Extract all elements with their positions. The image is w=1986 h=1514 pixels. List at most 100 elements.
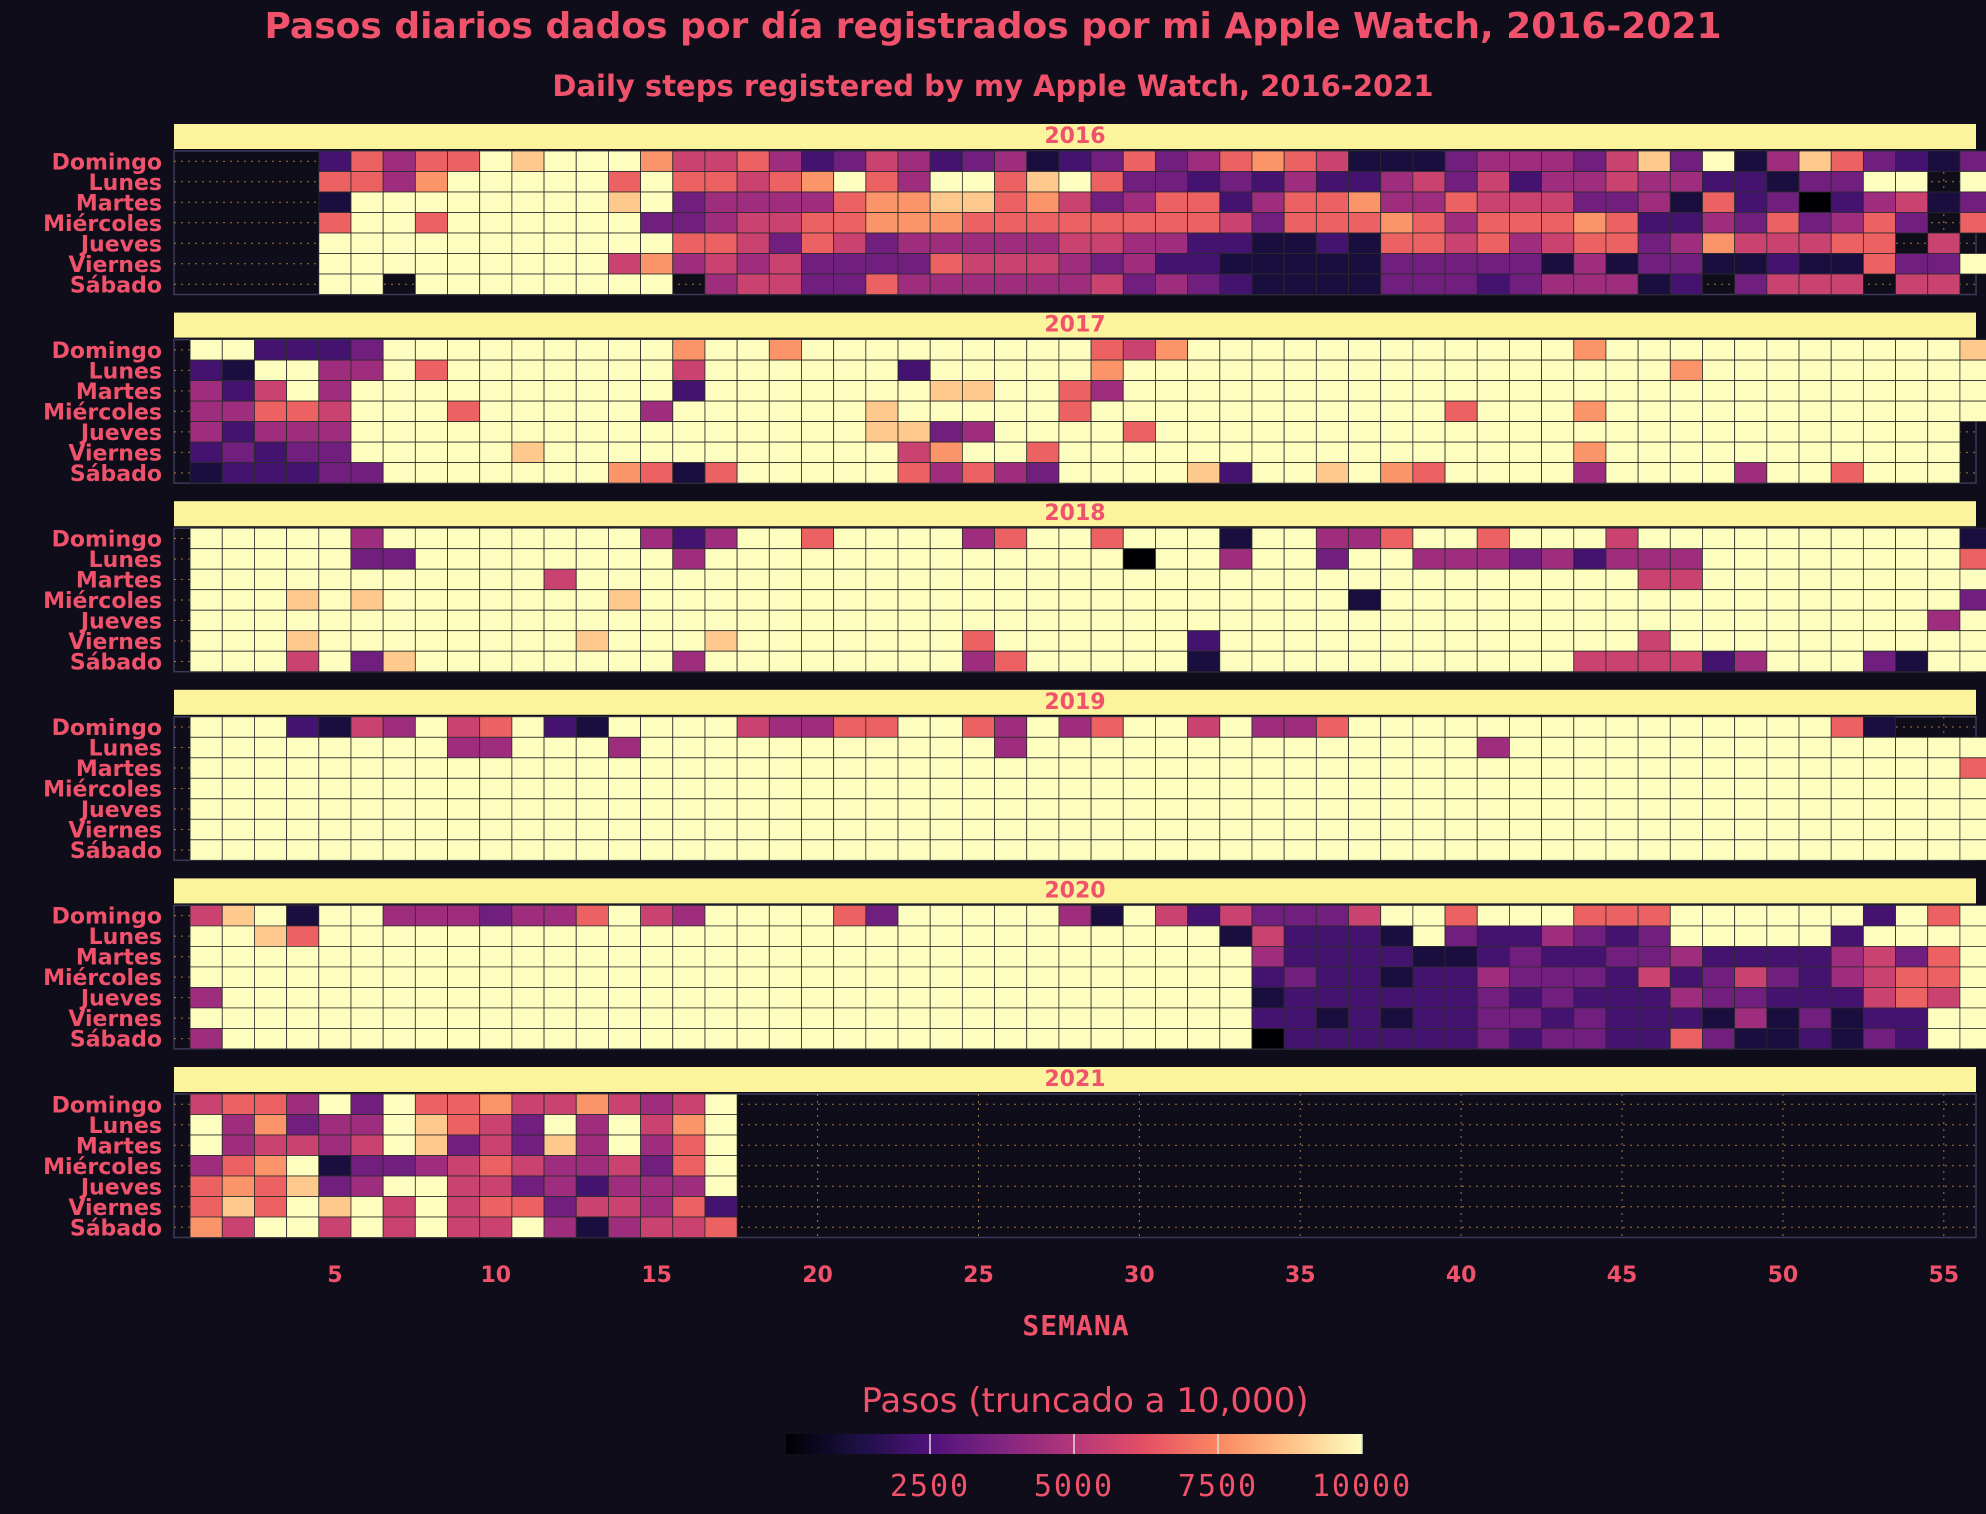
heatmap-cell xyxy=(1315,462,1349,484)
heatmap-cell xyxy=(221,1134,255,1156)
heatmap-cell xyxy=(1380,441,1414,464)
heatmap-cell xyxy=(1187,589,1221,611)
heatmap-cell xyxy=(672,798,706,820)
heatmap-cell xyxy=(672,630,706,652)
heatmap-cell xyxy=(511,966,545,988)
heatmap-cell xyxy=(704,925,738,947)
heatmap-cell xyxy=(350,818,384,841)
heatmap-cell xyxy=(286,987,320,1009)
heatmap-cell xyxy=(865,421,899,443)
heatmap-cell xyxy=(1348,757,1382,779)
heatmap-cell xyxy=(1541,548,1575,570)
heatmap-cell xyxy=(1798,966,1832,988)
heatmap-cell xyxy=(865,150,899,172)
heatmap-cell xyxy=(1251,650,1285,673)
heatmap-cell xyxy=(1702,1028,1736,1050)
heatmap-cell xyxy=(1219,462,1253,484)
heatmap-cell xyxy=(1541,253,1575,275)
heatmap-cell xyxy=(608,1216,641,1238)
heatmap-cell xyxy=(1187,798,1221,820)
heatmap-cell xyxy=(511,946,545,968)
heatmap-cell xyxy=(1251,736,1285,759)
heatmap-cell xyxy=(1637,1028,1671,1050)
heatmap-cell xyxy=(543,273,577,295)
heatmap-cell xyxy=(447,1216,481,1238)
heatmap-cell xyxy=(1155,757,1189,779)
heatmap-cell xyxy=(929,1007,963,1029)
heatmap-cell xyxy=(1734,905,1768,927)
day-label: Martes xyxy=(76,946,162,971)
heatmap-cell xyxy=(929,421,963,443)
heatmap-cell xyxy=(254,1007,288,1029)
heatmap-cell xyxy=(1026,273,1060,295)
heatmap-cell xyxy=(1830,1028,1864,1050)
heatmap-cell xyxy=(221,609,255,632)
heatmap-cell xyxy=(865,212,899,234)
heatmap-cell xyxy=(1058,1007,1092,1029)
heatmap-cell xyxy=(1862,589,1896,611)
heatmap-cell xyxy=(1187,400,1221,423)
heatmap-cell xyxy=(929,462,963,484)
heatmap-cell xyxy=(608,253,641,275)
heatmap-cell xyxy=(1155,232,1189,254)
heatmap-cell xyxy=(1187,925,1221,947)
heatmap-cell xyxy=(1380,421,1414,443)
heatmap-cell xyxy=(640,339,674,361)
heatmap-cell xyxy=(640,568,674,591)
heatmap-cell xyxy=(1637,380,1671,402)
heatmap-cell xyxy=(1219,1028,1253,1050)
heatmap-cell xyxy=(575,548,609,570)
heatmap-cell xyxy=(640,400,674,423)
heatmap-cell xyxy=(768,339,802,361)
heatmap-cell xyxy=(608,150,641,172)
heatmap-cell xyxy=(1509,736,1542,759)
heatmap-cell xyxy=(575,736,609,759)
heatmap-cell xyxy=(1669,905,1703,927)
heatmap-cell xyxy=(768,212,802,234)
heatmap-cell xyxy=(1573,925,1607,947)
heatmap-cell xyxy=(1927,441,1961,464)
heatmap-cell xyxy=(1444,818,1478,841)
heatmap-cell xyxy=(511,380,545,402)
heatmap-cell xyxy=(350,232,384,254)
heatmap-cell xyxy=(575,650,609,673)
heatmap-cell xyxy=(736,757,770,779)
heatmap-cell xyxy=(1669,441,1703,464)
heatmap-cell xyxy=(1476,777,1510,800)
heatmap-cell xyxy=(286,798,320,820)
heatmap-cell xyxy=(865,609,899,632)
heatmap-cell xyxy=(768,568,802,591)
heatmap-cell xyxy=(479,150,513,172)
heatmap-cell xyxy=(1187,946,1221,968)
heatmap-cell xyxy=(929,757,963,779)
heatmap-cell xyxy=(672,1155,706,1177)
heatmap-cell xyxy=(1541,589,1575,611)
heatmap-cell xyxy=(608,568,641,591)
heatmap-cell xyxy=(511,925,545,947)
heatmap-cell xyxy=(1444,400,1478,423)
heatmap-cell xyxy=(1605,757,1639,779)
heatmap-cell xyxy=(736,359,770,382)
heatmap-cell xyxy=(1026,462,1060,484)
heatmap-cell xyxy=(1798,441,1832,464)
heatmap-cell xyxy=(1637,441,1671,464)
heatmap-cell xyxy=(1766,987,1800,1009)
heatmap-cell xyxy=(1412,421,1446,443)
heatmap-cell xyxy=(286,527,320,550)
heatmap-cell xyxy=(865,441,899,464)
heatmap-cell xyxy=(1895,568,1929,591)
heatmap-cell xyxy=(897,273,931,295)
heatmap-cell xyxy=(1283,630,1317,652)
heatmap-cell xyxy=(768,736,802,759)
heatmap-cell xyxy=(1895,630,1929,652)
heatmap-cell xyxy=(1058,966,1092,988)
heatmap-cell xyxy=(318,1175,352,1197)
heatmap-cell xyxy=(1444,421,1478,443)
heatmap-cell xyxy=(1476,568,1510,591)
heatmap-cell xyxy=(1766,400,1800,423)
heatmap-cell xyxy=(1895,359,1929,382)
heatmap-cell xyxy=(1669,1028,1703,1050)
heatmap-cell xyxy=(1862,380,1896,402)
heatmap-cell xyxy=(1927,925,1961,947)
heatmap-cell xyxy=(768,716,802,738)
